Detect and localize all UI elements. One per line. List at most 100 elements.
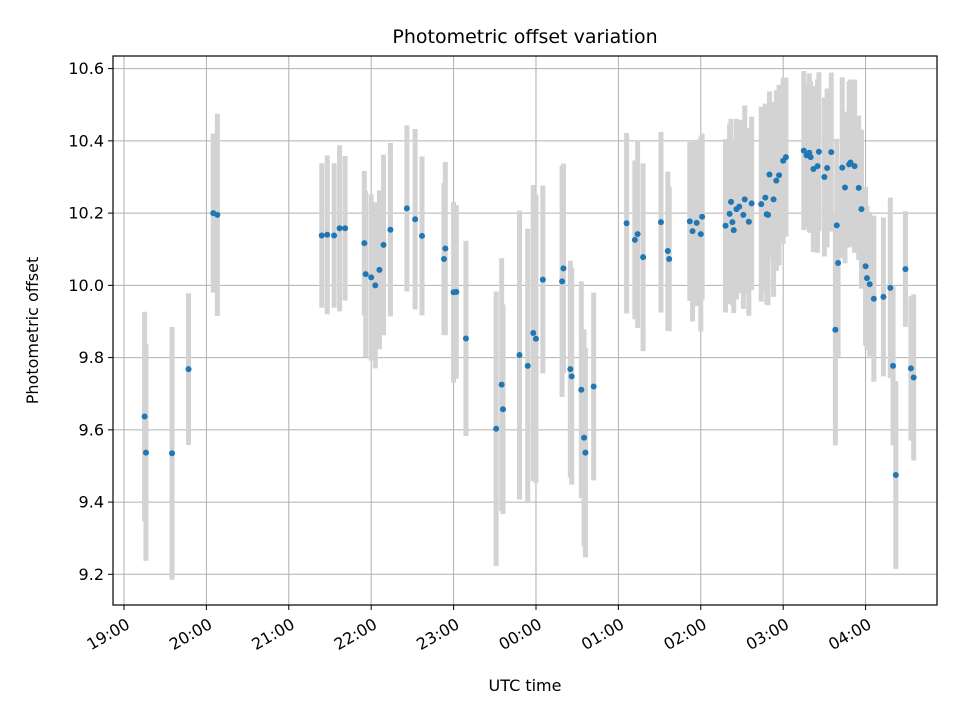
data-point: [863, 275, 870, 282]
y-axis-title: Photometric offset: [23, 257, 42, 405]
data-point: [770, 196, 777, 203]
data-point: [342, 225, 349, 232]
data-point: [782, 154, 789, 161]
y-tick-label: 9.2: [79, 565, 104, 584]
y-tick-label: 9.4: [79, 493, 104, 512]
data-point: [736, 203, 743, 210]
data-point: [559, 278, 566, 285]
x-tick-label: 02:00: [660, 614, 709, 654]
x-tick-label: 19:00: [84, 614, 133, 654]
x-tick-label: 20:00: [166, 614, 215, 654]
data-point: [880, 293, 887, 300]
data-points: [141, 147, 917, 478]
data-point: [890, 362, 897, 369]
data-point: [689, 228, 696, 235]
data-point: [214, 211, 221, 218]
data-point: [866, 281, 873, 288]
data-point: [318, 232, 325, 239]
x-tick-label: 21:00: [248, 614, 297, 654]
data-point: [581, 434, 588, 441]
data-point: [722, 222, 729, 229]
data-point: [142, 449, 149, 456]
data-point: [634, 231, 641, 238]
data-point: [855, 184, 862, 191]
data-point: [516, 352, 523, 359]
data-point: [814, 163, 821, 170]
data-point: [169, 450, 176, 457]
data-point: [590, 383, 597, 390]
data-point: [765, 211, 772, 218]
data-point: [440, 255, 447, 262]
data-point: [539, 276, 546, 283]
data-point: [462, 335, 469, 342]
data-point: [524, 362, 531, 369]
x-tick-label: 03:00: [743, 614, 792, 654]
data-point: [578, 386, 585, 393]
data-point: [776, 172, 783, 179]
data-point: [141, 413, 148, 420]
data-point: [862, 263, 869, 270]
data-point: [686, 218, 693, 225]
data-point: [745, 218, 752, 225]
data-point: [821, 173, 828, 180]
x-tick-label: 22:00: [331, 614, 380, 654]
data-point: [403, 205, 410, 212]
x-tick-label: 00:00: [496, 614, 545, 654]
data-point: [839, 164, 846, 171]
data-point: [336, 225, 343, 232]
data-point: [376, 266, 383, 273]
data-point: [762, 194, 769, 201]
data-point: [697, 231, 704, 238]
data-point: [758, 201, 765, 208]
data-point: [498, 381, 505, 388]
data-point: [631, 236, 638, 243]
error-bars: [142, 71, 917, 580]
data-point: [740, 211, 747, 218]
data-point: [833, 222, 840, 229]
data-point: [847, 159, 854, 166]
data-point: [362, 271, 369, 278]
data-point: [892, 471, 899, 478]
data-point: [870, 295, 877, 302]
data-point: [185, 366, 192, 373]
data-point: [748, 200, 755, 207]
data-point: [666, 255, 673, 262]
data-point: [568, 373, 575, 380]
data-point: [493, 425, 500, 432]
data-point: [851, 163, 858, 170]
data-point: [728, 198, 734, 205]
data-point: [741, 196, 748, 203]
data-point: [582, 449, 589, 456]
x-tick-label: 04:00: [825, 614, 874, 654]
y-tick-label: 10.6: [68, 59, 104, 78]
plot-area-frame: [112, 55, 938, 606]
data-point: [910, 374, 917, 381]
data-point: [835, 259, 842, 266]
data-point: [828, 149, 835, 156]
y-tick-label: 10.0: [68, 276, 104, 295]
data-point: [693, 219, 700, 226]
data-point: [532, 335, 539, 342]
data-point: [664, 248, 671, 255]
x-tick-label: 23:00: [413, 614, 462, 654]
data-point: [832, 326, 839, 333]
data-point: [766, 171, 773, 178]
data-point: [824, 164, 831, 171]
y-tick-label: 9.8: [79, 348, 104, 367]
data-point: [887, 284, 894, 291]
data-point: [500, 406, 507, 413]
data-point: [640, 254, 647, 261]
data-point: [530, 330, 537, 337]
data-point: [657, 219, 664, 226]
y-tick-label: 10.4: [68, 131, 104, 150]
data-point: [412, 216, 419, 223]
data-point: [699, 213, 706, 220]
x-axis-ticks: 19:00 20:00 21:00 22:00 23:00 00:00 01:00 02:00…: [84, 605, 875, 654]
data-point: [623, 220, 630, 227]
data-point: [380, 241, 387, 248]
y-axis-ticks: 9.2 9.4 9.6 9.8 10.0 10.2 10.4 10.6: [68, 59, 113, 584]
data-point: [560, 265, 567, 272]
data-point: [807, 154, 814, 161]
data-point: [567, 366, 574, 373]
data-point: [324, 231, 331, 238]
